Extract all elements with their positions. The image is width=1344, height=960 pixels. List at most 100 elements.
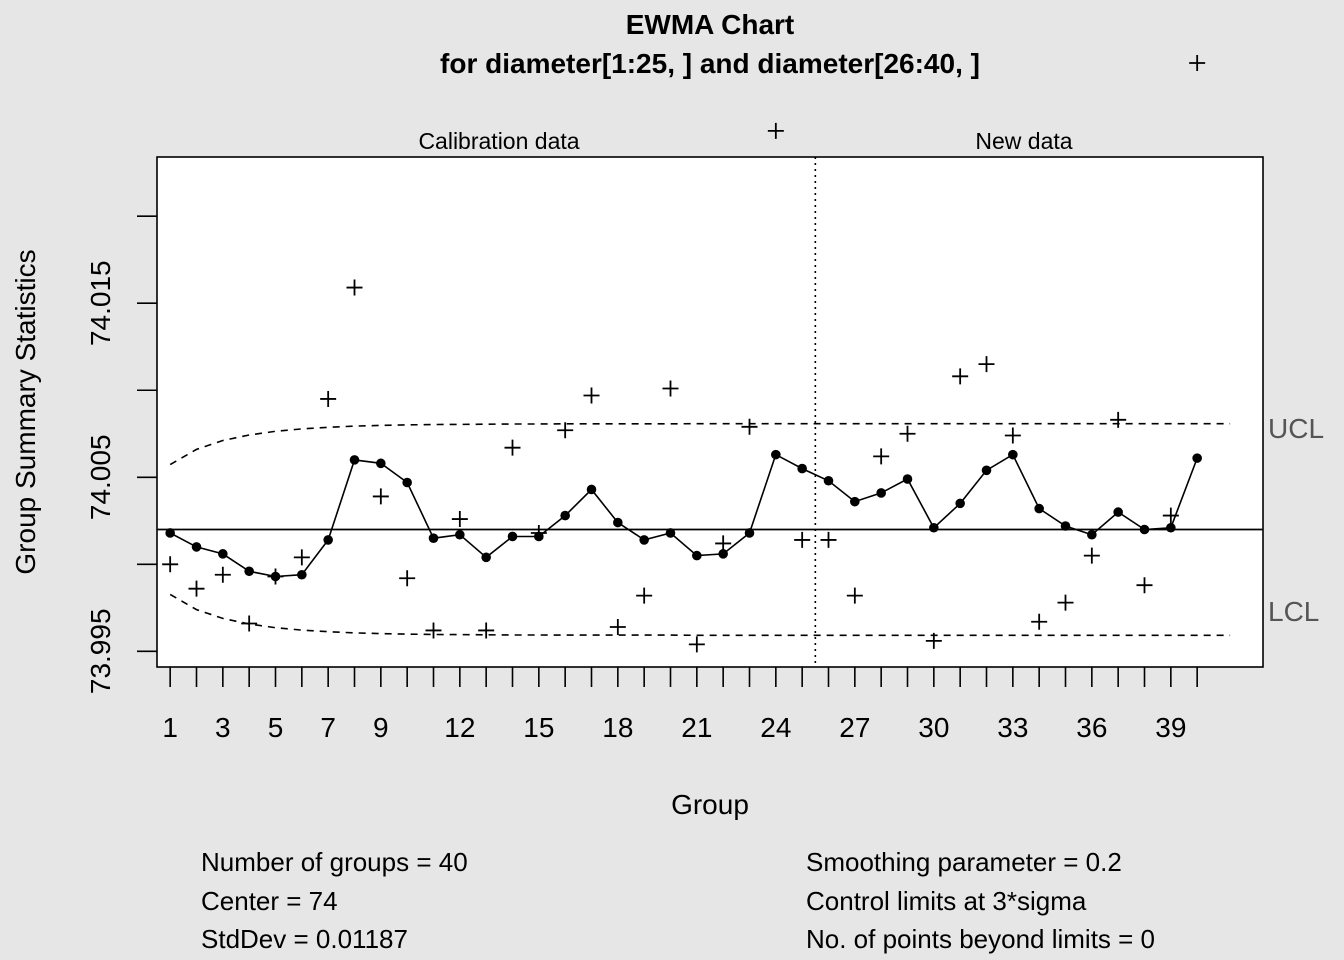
stat-stddev: StdDev = 0.01187 bbox=[201, 924, 408, 954]
ewma-point bbox=[560, 510, 570, 521]
group-statistic-point bbox=[214, 566, 231, 583]
ewma-point bbox=[718, 549, 728, 559]
group-statistic-point bbox=[688, 636, 705, 653]
group-statistic-point bbox=[188, 580, 205, 597]
stat-points-beyond-limits: No. of points beyond limits = 0 bbox=[806, 924, 1155, 954]
ewma-point bbox=[165, 528, 175, 538]
ewma-point bbox=[218, 549, 228, 559]
stat-smoothing-parameter: Smoothing parameter = 0.2 bbox=[806, 847, 1122, 877]
group-statistic-point bbox=[952, 368, 969, 385]
ewma-point bbox=[455, 529, 465, 540]
x-tick-label: 3 bbox=[215, 712, 231, 743]
ewma-point bbox=[613, 517, 623, 528]
ewma-point bbox=[823, 475, 834, 486]
group-statistic-point bbox=[399, 570, 416, 587]
ewma-point bbox=[586, 484, 597, 495]
ewma-point bbox=[481, 552, 491, 563]
x-tick-label: 39 bbox=[1155, 712, 1186, 743]
group-statistic-point bbox=[1083, 547, 1100, 564]
group-statistic-point bbox=[1110, 411, 1127, 428]
group-statistic-point bbox=[925, 632, 942, 649]
section-label-new: New data bbox=[975, 128, 1072, 154]
group-statistic-point bbox=[504, 439, 521, 456]
ewma-point bbox=[902, 474, 913, 484]
stat-control-limits: Control limits at 3*sigma bbox=[806, 886, 1087, 916]
group-statistic-point bbox=[451, 511, 468, 528]
ewma-point bbox=[507, 531, 518, 542]
group-statistic-point bbox=[715, 535, 732, 552]
ewma-point bbox=[1139, 524, 1150, 535]
x-tick-label: 5 bbox=[268, 712, 284, 743]
group-statistic-point bbox=[662, 380, 679, 397]
x-tick-label: 9 bbox=[373, 712, 389, 743]
ewma-point bbox=[744, 528, 755, 538]
ewma-point bbox=[323, 535, 333, 545]
group-statistic-point bbox=[767, 122, 784, 139]
group-statistic-point bbox=[978, 356, 995, 373]
ewma-point bbox=[270, 571, 281, 582]
group-statistic-point bbox=[162, 556, 179, 573]
ewma-point bbox=[349, 455, 360, 465]
ewma-point bbox=[402, 477, 412, 488]
x-tick-label: 33 bbox=[997, 712, 1028, 743]
group-statistic-point bbox=[478, 622, 495, 639]
ucl-line bbox=[169, 422, 1231, 466]
y-axis-label: Group Summary Statistics bbox=[10, 249, 41, 574]
group-statistic-point bbox=[583, 387, 600, 404]
ewma-point bbox=[534, 531, 544, 542]
x-tick-label: 24 bbox=[760, 712, 791, 743]
group-statistic-point bbox=[820, 531, 837, 548]
ewma-point bbox=[692, 550, 702, 561]
group-statistic-point bbox=[425, 622, 442, 639]
ewma-point bbox=[876, 488, 886, 498]
group-statistic-point bbox=[293, 549, 310, 566]
group-statistic-point bbox=[320, 390, 337, 407]
ewma-point bbox=[1113, 507, 1123, 517]
ewma-point bbox=[929, 522, 939, 533]
ewma-point bbox=[1087, 529, 1097, 540]
x-axis-label: Group bbox=[671, 789, 749, 820]
ewma-line bbox=[169, 453, 1198, 578]
group-statistic-point bbox=[372, 488, 389, 505]
group-statistic-point bbox=[1189, 55, 1206, 72]
ucl-label: UCL bbox=[1268, 413, 1324, 444]
group-statistic-point bbox=[741, 418, 758, 435]
group-statistic-point bbox=[241, 615, 258, 632]
ewma-point bbox=[955, 498, 965, 509]
chart-title: EWMA Chart bbox=[626, 9, 795, 40]
ewma-point bbox=[981, 465, 992, 476]
x-tick-label: 18 bbox=[602, 712, 633, 743]
group-statistic-point bbox=[1004, 427, 1021, 444]
x-tick-label: 15 bbox=[523, 712, 554, 743]
x-tick-label: 21 bbox=[681, 712, 712, 743]
section-label-calibration: Calibration data bbox=[418, 128, 579, 154]
group-statistic-point bbox=[1057, 594, 1074, 611]
group-statistic-point bbox=[1136, 577, 1153, 594]
ewma-point bbox=[1166, 522, 1176, 533]
ewma-point bbox=[1034, 503, 1044, 514]
y-tick-label: 74.015 bbox=[85, 260, 116, 346]
x-tick-label: 27 bbox=[839, 712, 870, 743]
x-tick-label: 30 bbox=[918, 712, 949, 743]
group-statistic-point bbox=[846, 587, 863, 604]
x-tick-label: 7 bbox=[320, 712, 336, 743]
stat-center: Center = 74 bbox=[201, 886, 338, 916]
ewma-point bbox=[244, 566, 254, 577]
y-tick-label: 73.995 bbox=[85, 608, 116, 694]
group-statistic-point bbox=[1162, 507, 1179, 524]
ewma-point bbox=[665, 528, 676, 538]
ewma-point bbox=[1060, 521, 1071, 531]
ewma-point bbox=[850, 496, 860, 507]
group-statistic-point bbox=[873, 448, 890, 465]
ewma-point bbox=[1008, 449, 1018, 460]
plot-area bbox=[156, 156, 1264, 668]
group-statistic-point bbox=[346, 279, 363, 296]
group-statistic-point bbox=[609, 618, 626, 635]
ewma-point bbox=[797, 463, 807, 474]
ewma-point bbox=[191, 542, 202, 552]
group-statistic-point bbox=[899, 425, 916, 442]
lcl-line bbox=[169, 593, 1231, 637]
x-tick-label: 1 bbox=[162, 712, 178, 743]
group-statistic-point bbox=[1031, 613, 1048, 630]
